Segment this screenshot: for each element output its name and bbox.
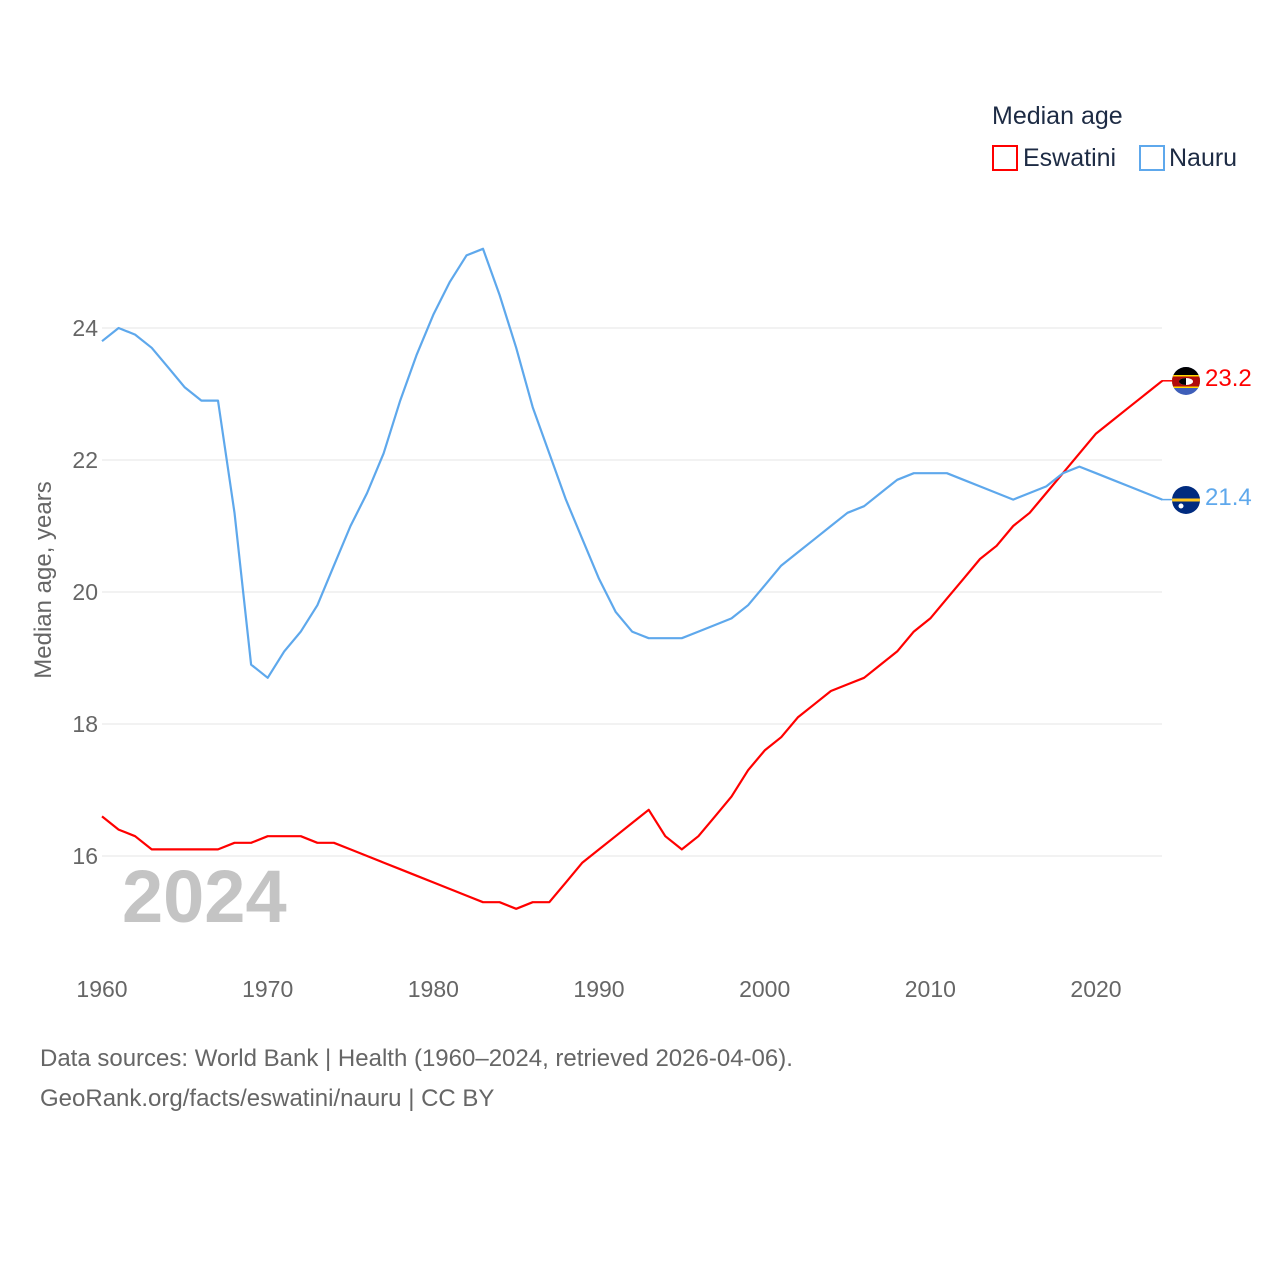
y-tick-label: 24 bbox=[72, 315, 98, 341]
end-label-eswatini: 23.2 bbox=[1205, 365, 1252, 392]
y-tick-label: 22 bbox=[72, 447, 98, 473]
data-sources: Data sources: World Bank | Health (1960–… bbox=[40, 1045, 793, 1072]
eswatini-flag-icon bbox=[1172, 367, 1200, 395]
y-axis-ticks: 16 18 20 22 24 bbox=[72, 315, 98, 869]
year-watermark: 2024 bbox=[122, 855, 287, 938]
x-axis-ticks: 1960 1970 1980 1990 2000 2010 2020 bbox=[76, 976, 1121, 1002]
x-tick-label: 1960 bbox=[76, 976, 127, 1002]
series-lines bbox=[101, 247, 1172, 910]
nauru-flag-icon bbox=[1172, 486, 1200, 514]
legend-title: Median age bbox=[992, 102, 1123, 130]
legend: Median age Eswatini Nauru bbox=[992, 102, 1237, 172]
credit-link[interactable]: GeoRank.org/facts/eswatini/nauru | CC BY bbox=[40, 1085, 495, 1112]
y-tick-label: 18 bbox=[72, 711, 98, 737]
gridlines bbox=[102, 327, 1162, 857]
legend-label-eswatini[interactable]: Eswatini bbox=[1023, 144, 1116, 172]
legend-swatch-nauru[interactable] bbox=[1139, 145, 1165, 171]
x-tick-label: 2010 bbox=[905, 976, 956, 1002]
legend-label-nauru[interactable]: Nauru bbox=[1169, 144, 1237, 172]
x-tick-label: 1970 bbox=[242, 976, 293, 1002]
y-tick-label: 16 bbox=[72, 843, 98, 869]
x-tick-label: 1980 bbox=[408, 976, 459, 1002]
x-tick-label: 2000 bbox=[739, 976, 790, 1002]
y-tick-label: 20 bbox=[72, 579, 98, 605]
series-line-eswatini[interactable] bbox=[101, 379, 1163, 910]
x-tick-label: 1990 bbox=[573, 976, 624, 1002]
x-tick-label: 2020 bbox=[1070, 976, 1121, 1002]
series-line-nauru[interactable] bbox=[101, 247, 1163, 679]
y-axis-label: Median age, years bbox=[30, 481, 57, 678]
legend-swatch-eswatini[interactable] bbox=[992, 145, 1018, 171]
end-label-nauru: 21.4 bbox=[1205, 484, 1252, 511]
